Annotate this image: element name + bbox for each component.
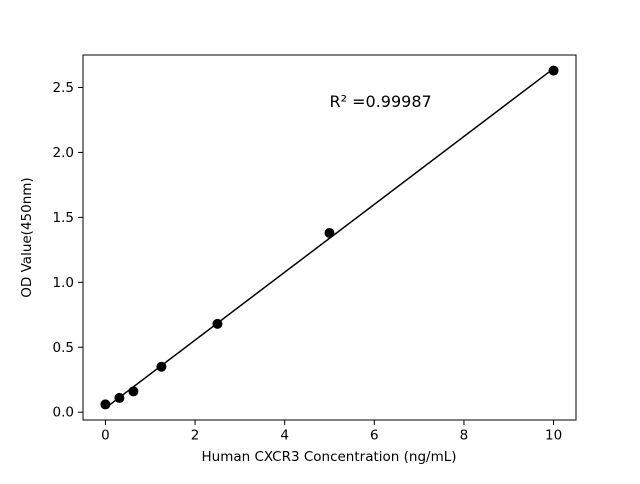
data-point	[548, 65, 559, 76]
data-point	[114, 392, 125, 403]
y-tick-label: 0.0	[53, 405, 74, 421]
plot-border	[82, 54, 577, 421]
y-tick-label: 2.0	[53, 145, 74, 161]
data-point	[100, 399, 111, 410]
chart-generated: 0 2 4 6 8 10 0.0 0.5 1.0 1.5 2.0 2.5	[53, 54, 577, 444]
x-tick-label: 6	[370, 428, 379, 444]
y-tick-label: 1.5	[53, 210, 74, 226]
x-tick-label: 10	[545, 428, 562, 444]
x-tick-label: 2	[191, 428, 200, 444]
data-point	[324, 227, 335, 238]
y-axis-label: OD Value(450nm)	[19, 177, 35, 297]
x-tick-label: 8	[460, 428, 469, 444]
x-tick-label: 4	[280, 428, 289, 444]
fit-line	[104, 67, 555, 409]
r-squared-annotation: R² =0.99987	[330, 92, 432, 111]
data-point	[156, 361, 167, 372]
x-axis-label: Human CXCR3 Concentration (ng/mL)	[201, 449, 456, 465]
data-point	[128, 386, 139, 397]
y-tick-label: 1.0	[53, 275, 74, 291]
y-tick-label: 0.5	[53, 340, 74, 356]
data-point	[212, 318, 223, 329]
x-tick-label: 0	[101, 428, 110, 444]
y-tick-label: 2.5	[53, 80, 74, 96]
